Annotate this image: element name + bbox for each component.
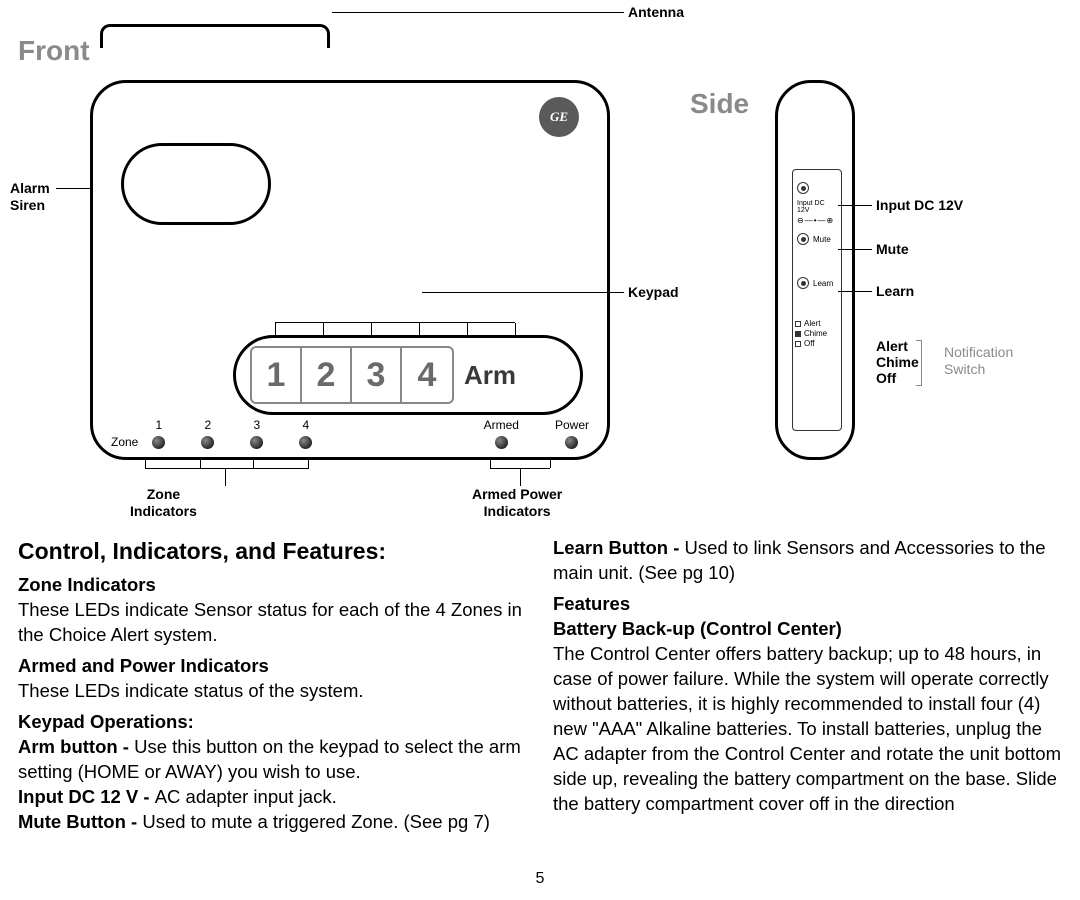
armed-indicators-text: These LEDs indicate status of the system… bbox=[18, 679, 527, 704]
input-dc-desc: Input DC 12 V - AC adapter input jack. bbox=[18, 785, 527, 810]
side-panel: Input DC 12V ⊖—•—⊕ Mute Learn Alert Chim… bbox=[792, 169, 842, 431]
main-heading: Control, Indicators, and Features: bbox=[18, 536, 527, 567]
left-column: Control, Indicators, and Features: Zone … bbox=[18, 536, 527, 835]
side-learn-label: Learn bbox=[876, 283, 914, 299]
antenna-outline bbox=[100, 24, 330, 48]
armed-label: Armed bbox=[484, 418, 519, 432]
side-device: Input DC 12V ⊖—•—⊕ Mute Learn Alert Chim… bbox=[775, 80, 855, 460]
arm-button-desc: Arm button - Use this button on the keyp… bbox=[18, 735, 527, 785]
front-device: GE 1 2 3 4 Arm Zone 1 2 3 4 bbox=[90, 80, 610, 460]
antenna-leader-line bbox=[332, 12, 624, 13]
arm-button-label: Arm bbox=[464, 360, 516, 391]
polarity-text: ⊖—•—⊕ bbox=[797, 216, 839, 225]
keypad-key-3: 3 bbox=[352, 348, 402, 402]
zone-1-led bbox=[152, 436, 165, 449]
side-off-label: Off bbox=[876, 370, 896, 386]
keypad-leader-line bbox=[422, 292, 624, 293]
right-column: Learn Button - Used to link Sensors and … bbox=[553, 536, 1062, 835]
keypad-key-2: 2 bbox=[302, 348, 352, 402]
keypad-key-4: 4 bbox=[402, 348, 452, 402]
mute-row: Mute bbox=[797, 233, 837, 245]
side-mute-label: Mute bbox=[876, 241, 909, 257]
zone-2-led bbox=[201, 436, 214, 449]
zone-indicators-callout: Zone Indicators bbox=[130, 486, 197, 520]
features-heading: Features bbox=[553, 592, 1062, 617]
learn-row: Learn bbox=[797, 277, 837, 289]
keypad-label: Keypad bbox=[628, 284, 679, 300]
zone-4-label: 4 bbox=[303, 418, 310, 432]
keypad-ops-heading: Keypad Operations: bbox=[18, 710, 527, 735]
input-dc-text: Input DC 12V bbox=[797, 200, 839, 214]
armed-power-callout: Armed Power Indicators bbox=[472, 486, 562, 520]
keypad-digits: 1 2 3 4 bbox=[250, 346, 454, 404]
antenna-label: Antenna bbox=[628, 4, 684, 20]
battery-heading: Battery Back-up (Control Center) bbox=[553, 617, 1062, 642]
side-alert-label: Alert bbox=[876, 338, 908, 354]
indicator-row: Zone 1 2 3 4 Armed Power bbox=[111, 418, 589, 449]
diagram-area: Front Side Antenna Alarm Siren GE 1 2 3 … bbox=[0, 0, 1080, 530]
zone-3-label: 3 bbox=[254, 418, 261, 432]
power-label: Power bbox=[555, 418, 589, 432]
zone-callout-line bbox=[145, 468, 309, 469]
armed-led bbox=[495, 436, 508, 449]
side-chime-label: Chime bbox=[876, 354, 919, 370]
zone-4-led bbox=[299, 436, 312, 449]
side-view-label: Side bbox=[690, 88, 749, 120]
learn-button-desc: Learn Button - Used to link Sensors and … bbox=[553, 536, 1062, 586]
page-number: 5 bbox=[536, 870, 545, 888]
zone-word: Zone bbox=[111, 435, 138, 449]
keypad-ticks bbox=[275, 323, 516, 335]
text-content: Control, Indicators, and Features: Zone … bbox=[18, 536, 1062, 835]
side-input-label: Input DC 12V bbox=[876, 197, 963, 213]
zone-indicators-text: These LEDs indicate Sensor status for ea… bbox=[18, 598, 527, 648]
front-view-label: Front bbox=[18, 35, 90, 67]
zone-2-label: 2 bbox=[205, 418, 212, 432]
zone-indicators-heading: Zone Indicators bbox=[18, 573, 527, 598]
zone-led-group: 1 2 3 4 bbox=[152, 418, 312, 449]
keypad-key-1: 1 bbox=[252, 348, 302, 402]
zone-3-led bbox=[250, 436, 263, 449]
keypad: 1 2 3 4 Arm bbox=[233, 335, 583, 415]
status-led-group: Armed Power bbox=[484, 418, 589, 449]
switch-bracket bbox=[916, 340, 922, 386]
zone-1-label: 1 bbox=[156, 418, 163, 432]
armed-indicators-heading: Armed and Power Indicators bbox=[18, 654, 527, 679]
power-led bbox=[565, 436, 578, 449]
battery-text: The Control Center offers battery backup… bbox=[553, 642, 1062, 817]
brand-logo: GE bbox=[539, 97, 579, 137]
alarm-siren-label: Alarm Siren bbox=[10, 180, 50, 214]
siren-speaker bbox=[121, 143, 271, 225]
notification-switch-label: Notification Switch bbox=[944, 344, 1013, 378]
notification-switch-block: Alert Chime Off bbox=[795, 319, 839, 348]
input-dc-row bbox=[797, 182, 837, 194]
mute-button-desc: Mute Button - Used to mute a triggered Z… bbox=[18, 810, 527, 835]
